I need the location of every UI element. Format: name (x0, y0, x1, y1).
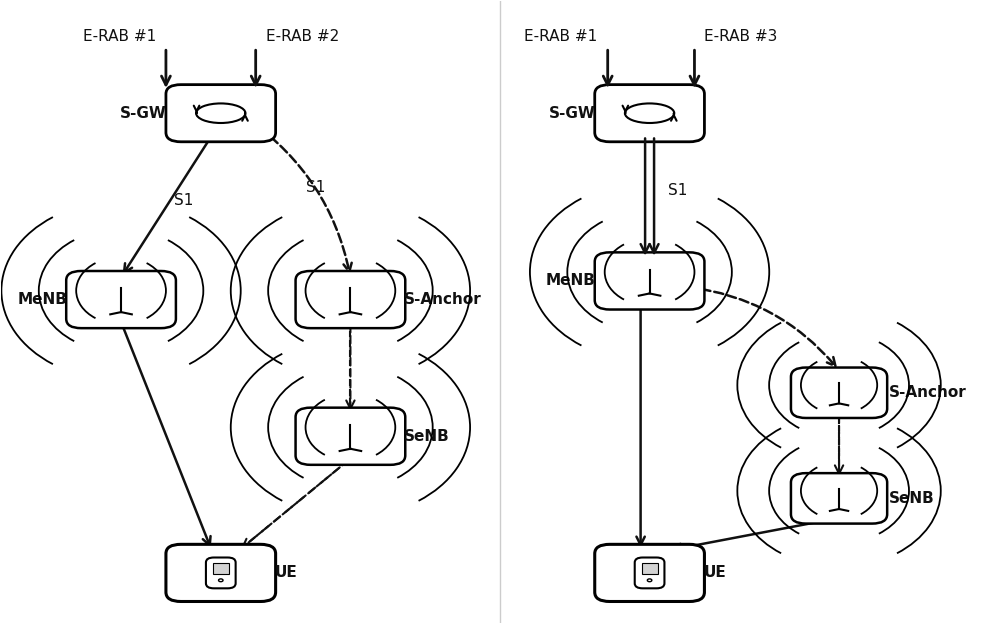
Text: E-RAB #1: E-RAB #1 (83, 29, 156, 44)
Text: S-Anchor: S-Anchor (888, 385, 966, 400)
Text: UE: UE (275, 565, 297, 580)
FancyBboxPatch shape (791, 368, 887, 418)
Text: E-RAB #3: E-RAB #3 (704, 29, 778, 44)
FancyBboxPatch shape (166, 544, 276, 602)
FancyBboxPatch shape (595, 252, 704, 310)
Text: MeNB: MeNB (17, 292, 67, 307)
Text: S-GW: S-GW (549, 105, 596, 120)
Text: E-RAB #2: E-RAB #2 (266, 29, 339, 44)
FancyBboxPatch shape (213, 563, 229, 574)
FancyBboxPatch shape (166, 85, 276, 142)
Text: SeNB: SeNB (888, 491, 934, 506)
FancyBboxPatch shape (595, 544, 704, 602)
FancyBboxPatch shape (791, 473, 887, 524)
Text: S-GW: S-GW (120, 105, 167, 120)
FancyBboxPatch shape (296, 407, 405, 465)
Ellipse shape (196, 104, 245, 123)
Circle shape (647, 579, 652, 582)
Text: SeNB: SeNB (404, 429, 450, 444)
Text: MeNB: MeNB (546, 273, 596, 288)
FancyBboxPatch shape (635, 557, 664, 588)
Text: UE: UE (703, 565, 726, 580)
FancyBboxPatch shape (595, 85, 704, 142)
Text: S-Anchor: S-Anchor (404, 292, 482, 307)
Text: E-RAB #1: E-RAB #1 (524, 29, 598, 44)
Text: S1: S1 (306, 180, 325, 195)
Circle shape (219, 579, 223, 582)
Text: S1: S1 (668, 183, 687, 198)
Ellipse shape (625, 104, 674, 123)
FancyBboxPatch shape (296, 271, 405, 328)
FancyBboxPatch shape (206, 557, 236, 588)
Text: S1: S1 (174, 193, 194, 208)
FancyBboxPatch shape (642, 563, 658, 574)
FancyBboxPatch shape (66, 271, 176, 328)
